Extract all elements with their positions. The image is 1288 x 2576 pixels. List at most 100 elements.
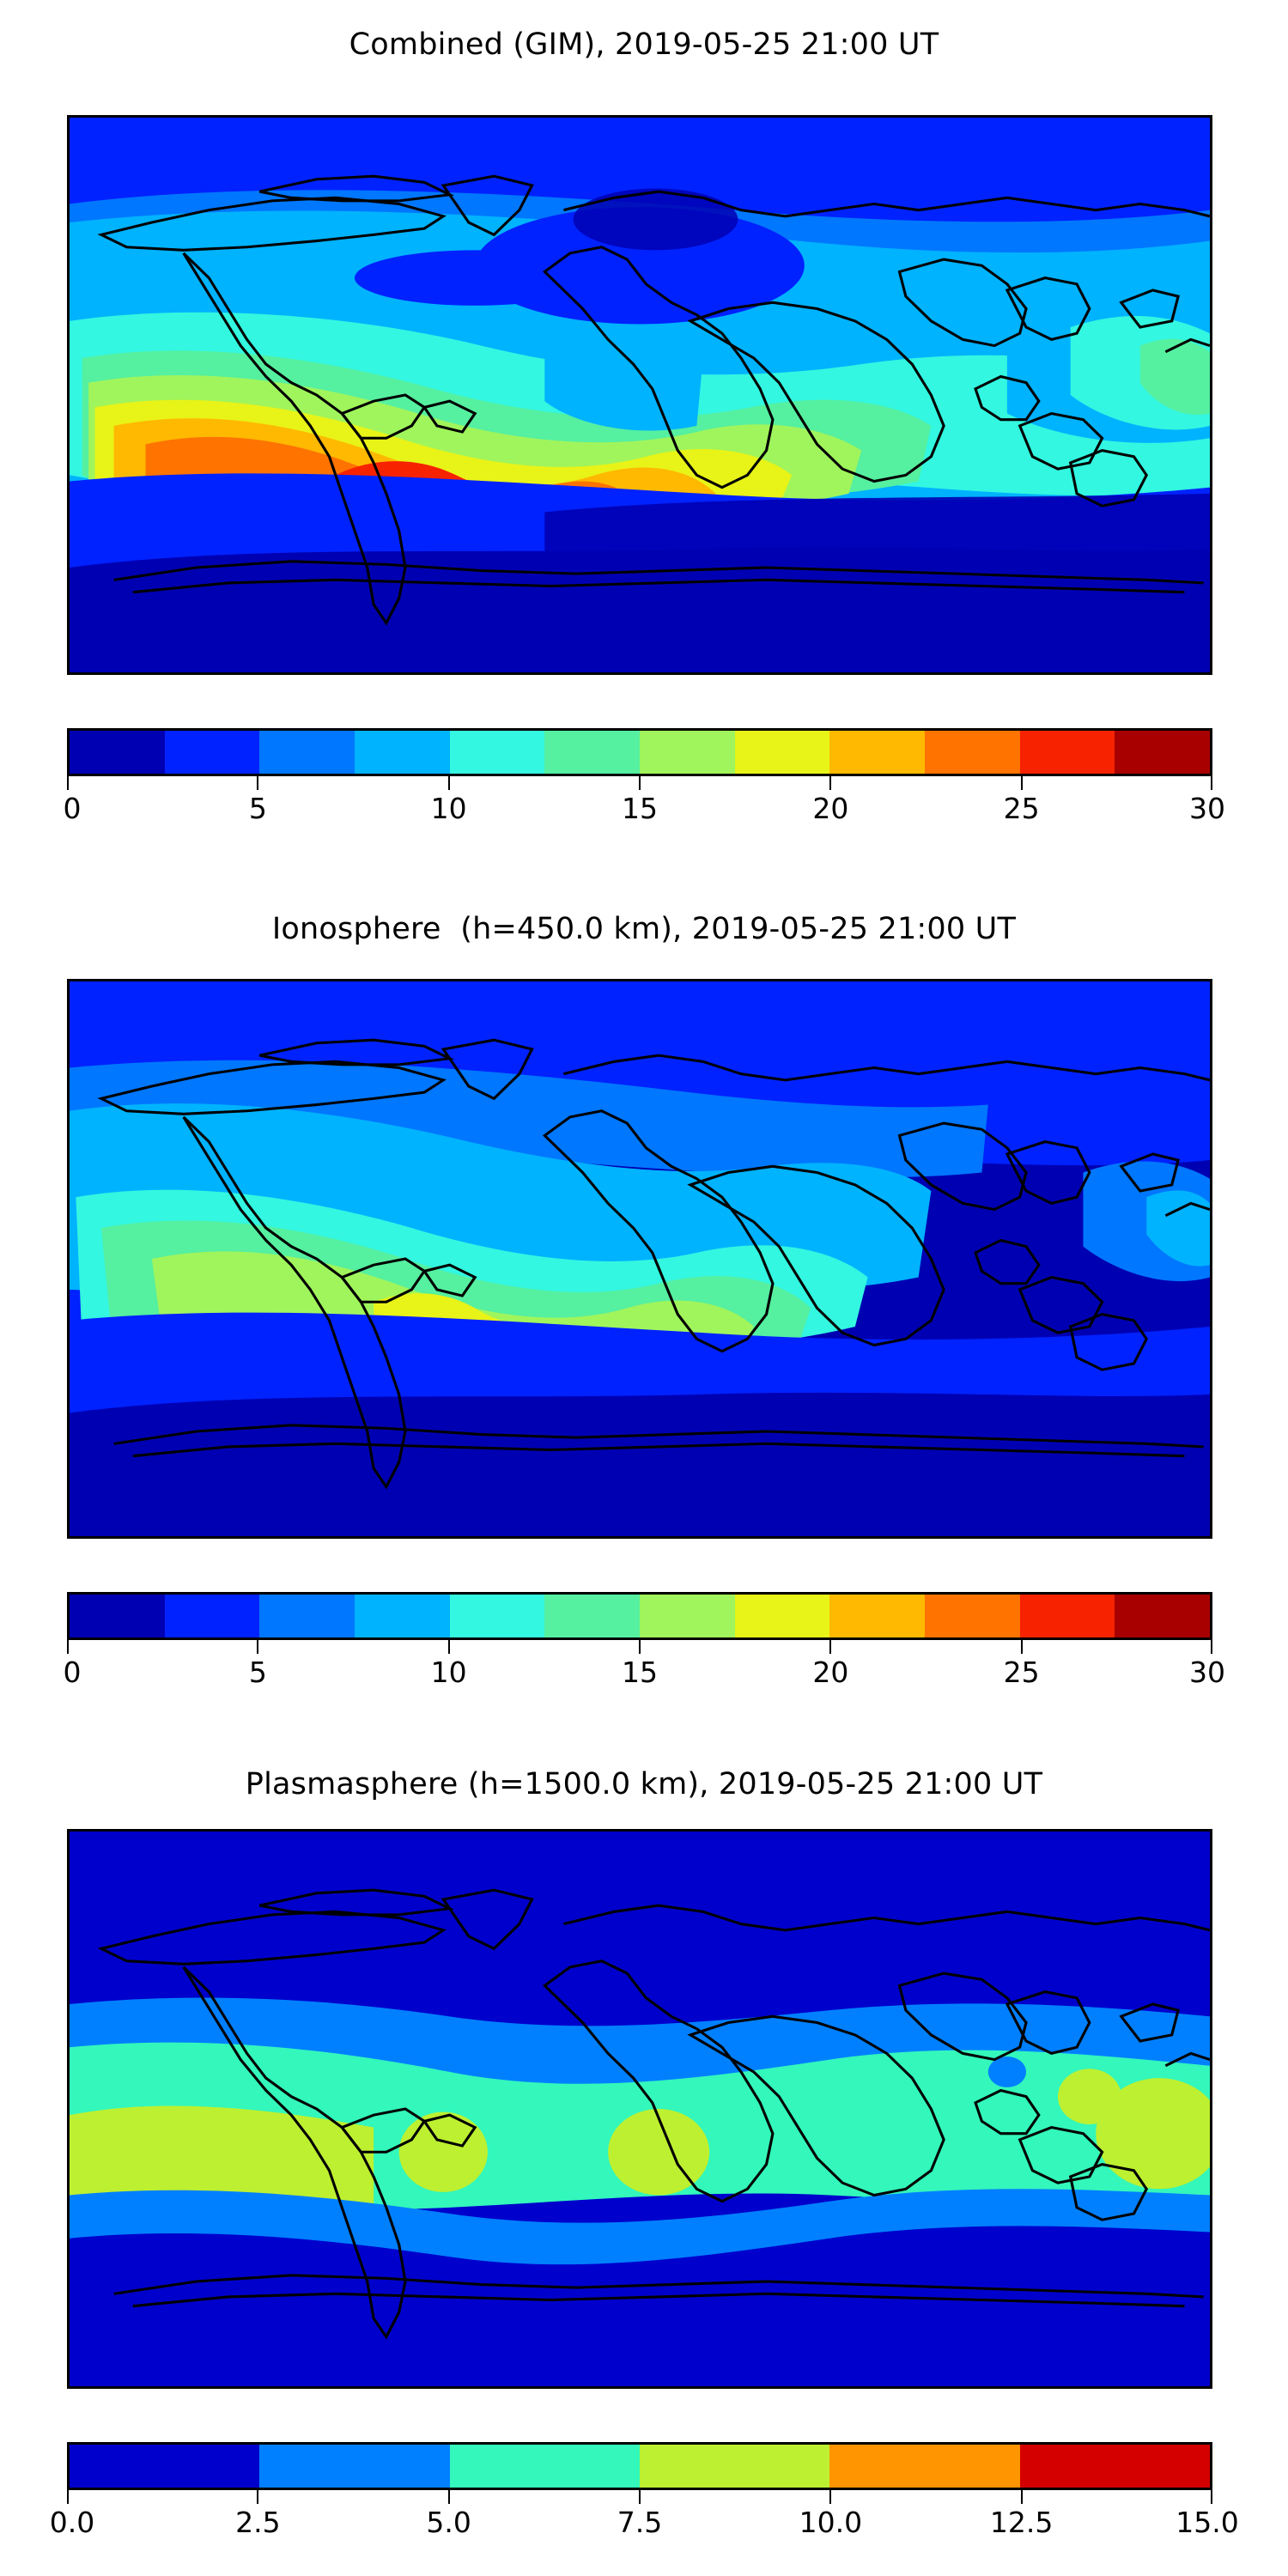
colorbar-segment: [829, 2445, 1020, 2488]
colorbar-ticks-plasmasphere: [67, 2490, 1212, 2506]
contour-field-ionosphere: [70, 981, 1210, 1536]
colorbar-tick: [257, 1640, 259, 1654]
colorbar-tick: [1211, 2490, 1212, 2504]
panel-combined-gim: Combined (GIM), 2019-05-25 21:00 UT: [0, 0, 1288, 884]
colorbar-tick: [1020, 776, 1023, 790]
colorbar-segment: [734, 1595, 830, 1637]
colorbar-tick-label: 30: [1189, 792, 1225, 825]
colorbar-combined-gim: 0 5 10 15 20 25 30: [63, 728, 1226, 831]
colorbar-tick-label: 25: [1003, 1656, 1040, 1689]
colorbar-tick-label: 20: [812, 1656, 849, 1689]
map-combined-gim: [67, 115, 1212, 675]
colorbar-tick-label: 25: [1003, 792, 1040, 825]
colorbar-tick-label: 10.0: [799, 2506, 863, 2539]
colorbar-segment: [70, 2445, 260, 2488]
colorbar-segment: [544, 731, 641, 774]
colorbar-tick: [1020, 1640, 1023, 1654]
colorbar-labels-combined: 0 5 10 15 20 25 30: [63, 792, 1226, 831]
colorbar-tick-label: 10: [430, 792, 467, 825]
colorbar-tick: [67, 776, 69, 790]
colorbar-segment: [70, 1595, 165, 1637]
colorbar-tick: [447, 2490, 450, 2504]
colorbar-tick-label: 12.5: [989, 2506, 1054, 2539]
colorbar-segment: [164, 731, 260, 774]
colorbar-segment: [1115, 731, 1211, 774]
map-ionosphere: [67, 979, 1212, 1539]
contour-field-plasmasphere: [70, 1832, 1210, 2386]
map-canvas-combined: [70, 118, 1210, 672]
colorbar-plasmasphere: 0.0 2.5 5.0 7.5 10.0 12.5 15.0: [50, 2442, 1239, 2545]
colorbar-tick: [257, 776, 259, 790]
colorbar-segment: [1115, 1595, 1211, 1637]
colorbar-tick-label: 2.5: [235, 2506, 281, 2539]
colorbar-segment: [640, 1595, 735, 1637]
coastlines-ionosphere: [97, 1038, 1210, 1490]
colorbar-tick: [639, 776, 641, 790]
colorbar-tick-label: 0: [63, 1656, 82, 1689]
coastlines-combined: [97, 174, 1210, 626]
colorbar-tick-label: 5: [248, 1656, 267, 1689]
colorbar-ticks-combined: [67, 776, 1212, 792]
colorbar-segment: [259, 2445, 450, 2488]
colorbar-tick: [829, 776, 832, 790]
colorbar-tick-label: 15: [622, 792, 658, 825]
colorbar-segment: [544, 1595, 641, 1637]
colorbar-segment: [829, 1595, 926, 1637]
colorbar-tick: [447, 776, 450, 790]
colorbar-labels-plasmasphere: 0.0 2.5 5.0 7.5 10.0 12.5 15.0: [50, 2506, 1239, 2545]
colorbar-segment: [449, 1595, 545, 1637]
colorbar-ionosphere: 0 5 10 15 20 25 30: [63, 1592, 1226, 1695]
colorbar-tick-label: 15: [622, 1656, 658, 1689]
colorbar-tick-label: 0: [63, 792, 82, 825]
colorbar-segment: [1019, 1595, 1115, 1637]
colorbar-tick: [829, 2490, 832, 2504]
colorbar-segment: [164, 1595, 260, 1637]
colorbar-tick-label: 20: [812, 792, 849, 825]
colorbar-segment: [829, 731, 926, 774]
colorbar-segment: [925, 1595, 1020, 1637]
coastlines-plasmasphere: [97, 1888, 1210, 2340]
colorbar-segment: [449, 731, 545, 774]
colorbar-tick: [1020, 2490, 1023, 2504]
colorbar-tick-label: 0.0: [49, 2506, 95, 2539]
colorbar-tick-label: 15.0: [1176, 2506, 1239, 2539]
colorbar-tick: [1211, 1640, 1212, 1654]
colorbar-segment: [1019, 731, 1115, 774]
map-canvas-plasmasphere: [70, 1832, 1210, 2386]
colorbar-tick-label: 5: [248, 792, 267, 825]
colorbar-tick: [639, 2490, 641, 2504]
colorbar-tick: [67, 1640, 69, 1654]
colorbar-tick-label: 5.0: [426, 2506, 471, 2539]
colorbar-segment: [355, 731, 450, 774]
colorbar-segment: [1019, 2445, 1210, 2488]
colorbar-labels-ionosphere: 0 5 10 15 20 25 30: [63, 1656, 1226, 1695]
panel-title-combined-gim: Combined (GIM), 2019-05-25 21:00 UT: [349, 27, 939, 62]
colorbar-tick: [1211, 776, 1212, 790]
contour-field-combined: [70, 118, 1210, 672]
colorbar-gradient-plasmasphere[interactable]: [67, 2442, 1212, 2490]
map-plasmasphere: [67, 1829, 1212, 2389]
colorbar-tick: [67, 2490, 69, 2504]
colorbar-tick: [447, 1640, 450, 1654]
colorbar-segment: [925, 731, 1020, 774]
colorbar-segment: [259, 731, 355, 774]
colorbar-tick-label: 30: [1189, 1656, 1225, 1689]
colorbar-segment: [734, 731, 830, 774]
colorbar-segment: [449, 2445, 640, 2488]
panel-title-plasmasphere: Plasmasphere (h=1500.0 km), 2019-05-25 2…: [245, 1767, 1043, 1801]
colorbar-ticks-ionosphere: [67, 1640, 1212, 1656]
colorbar-tick: [257, 2490, 259, 2504]
colorbar-tick-label: 7.5: [617, 2506, 663, 2539]
panel-title-ionosphere: Ionosphere (h=450.0 km), 2019-05-25 21:0…: [271, 912, 1017, 946]
colorbar-segment: [639, 2445, 830, 2488]
colorbar-tick: [639, 1640, 641, 1654]
colorbar-tick-label: 10: [430, 1656, 467, 1689]
colorbar-tick: [829, 1640, 832, 1654]
colorbar-segment: [70, 731, 165, 774]
colorbar-gradient-combined[interactable]: [67, 728, 1212, 776]
colorbar-segment: [355, 1595, 450, 1637]
colorbar-gradient-ionosphere[interactable]: [67, 1592, 1212, 1640]
colorbar-segment: [259, 1595, 355, 1637]
map-canvas-ionosphere: [70, 981, 1210, 1536]
